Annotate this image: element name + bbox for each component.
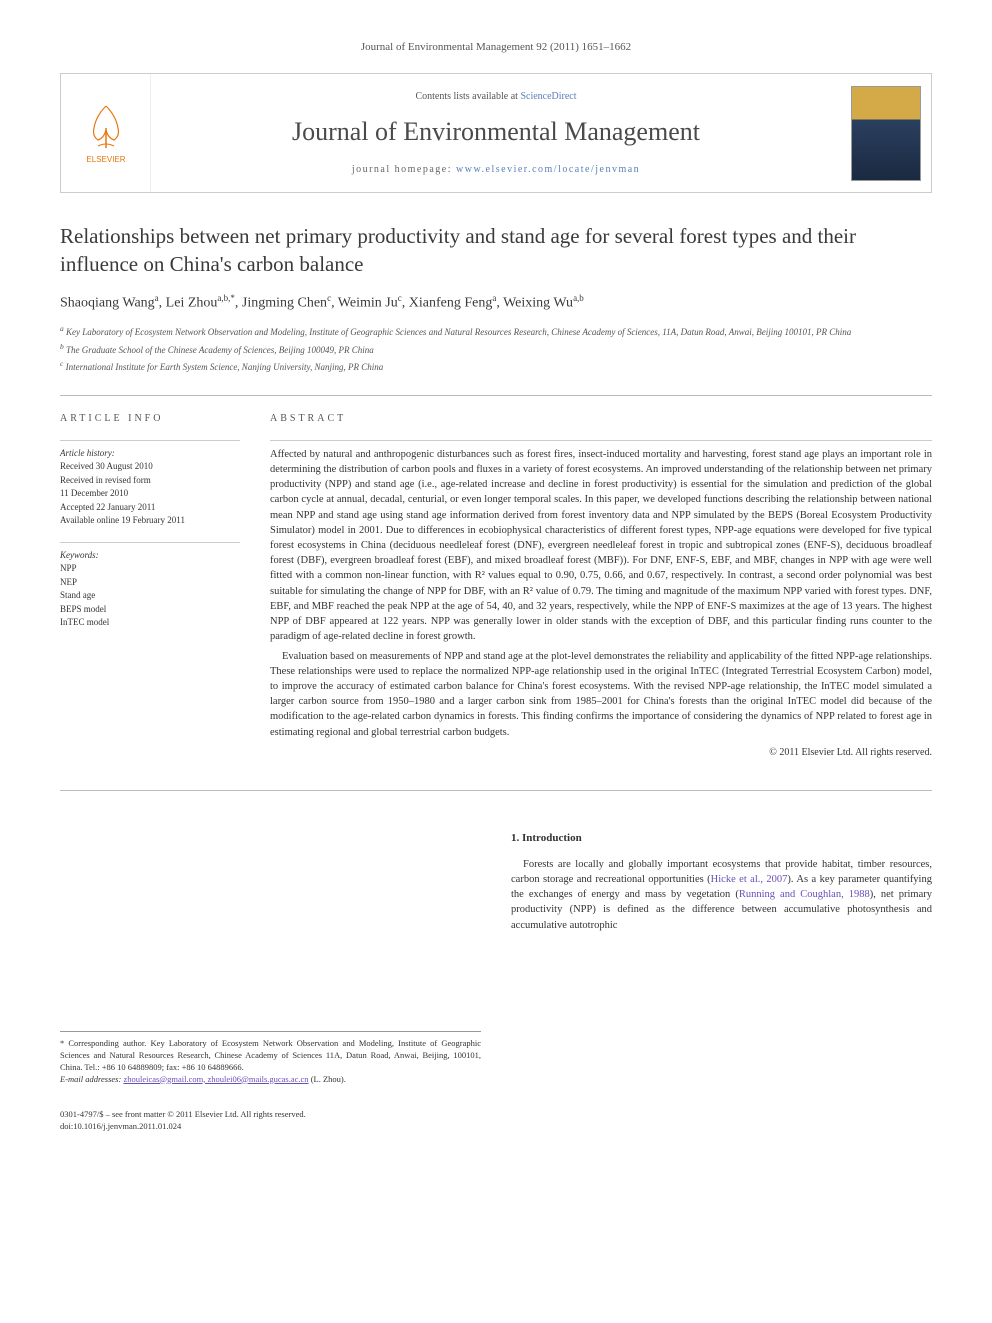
info-abstract-row: ARTICLE INFO Article history: Received 3… [60, 395, 932, 760]
two-column-body: * Corresponding author. Key Laboratory o… [60, 790, 932, 1133]
journal-name: Journal of Environmental Management [292, 114, 700, 150]
email-suffix: (L. Zhou). [311, 1074, 346, 1084]
abstract-paragraph: Evaluation based on measurements of NPP … [270, 649, 932, 740]
abstract-copyright: © 2011 Elsevier Ltd. All rights reserved… [270, 746, 932, 760]
abstract-text: Affected by natural and anthropogenic di… [270, 440, 932, 740]
front-matter-line: 0301-4797/$ – see front matter © 2011 El… [60, 1109, 481, 1121]
svg-text:ELSEVIER: ELSEVIER [86, 155, 125, 164]
homepage-link[interactable]: www.elsevier.com/locate/jenvman [456, 164, 640, 175]
intro-paragraph: Forests are locally and globally importa… [511, 857, 932, 933]
intro-heading: 1. Introduction [511, 831, 932, 847]
affiliation-line: a Key Laboratory of Ecosystem Network Ob… [60, 323, 932, 340]
history-line: 11 December 2010 [60, 487, 240, 501]
footnote-email: E-mail addresses: zhouleicas@gmail.com, … [60, 1074, 481, 1086]
corresponding-author-footnote: * Corresponding author. Key Laboratory o… [60, 1031, 481, 1086]
journal-cover-icon [851, 86, 921, 181]
keyword-line: NEP [60, 576, 240, 590]
publisher-logo-box: ELSEVIER [61, 74, 151, 192]
left-column: * Corresponding author. Key Laboratory o… [60, 831, 481, 1133]
history-line: Received in revised form [60, 474, 240, 488]
history-line: Accepted 22 January 2011 [60, 501, 240, 515]
history-line: Available online 19 February 2011 [60, 514, 240, 528]
abstract-heading: ABSTRACT [270, 412, 932, 426]
article-history-block: Article history: Received 30 August 2010… [60, 440, 240, 528]
footnote-corr: * Corresponding author. Key Laboratory o… [60, 1038, 481, 1074]
citation-running[interactable]: Running and Coughlan, 1988 [739, 889, 870, 900]
contents-prefix: Contents lists available at [415, 91, 520, 102]
sciencedirect-link[interactable]: ScienceDirect [520, 91, 576, 102]
affiliation-line: c International Institute for Earth Syst… [60, 358, 932, 375]
email-label: E-mail addresses: [60, 1074, 121, 1084]
abstract-paragraph: Affected by natural and anthropogenic di… [270, 447, 932, 645]
affiliation-line: b The Graduate School of the Chinese Aca… [60, 341, 932, 358]
doi-block: 0301-4797/$ – see front matter © 2011 El… [60, 1109, 481, 1133]
keywords-label: Keywords: [60, 549, 240, 563]
doi-line: doi:10.1016/j.jenvman.2011.01.024 [60, 1121, 481, 1133]
journal-banner: ELSEVIER Contents lists available at Sci… [60, 73, 932, 193]
cover-thumb-box [841, 74, 931, 192]
history-line: Received 30 August 2010 [60, 460, 240, 474]
homepage-line: journal homepage: www.elsevier.com/locat… [352, 163, 640, 177]
email-link[interactable]: zhouleicas@gmail.com, zhoulei06@mails.gu… [123, 1074, 308, 1084]
affiliations: a Key Laboratory of Ecosystem Network Ob… [60, 323, 932, 375]
history-label: Article history: [60, 447, 240, 461]
homepage-prefix: journal homepage: [352, 164, 456, 175]
keyword-line: InTEC model [60, 616, 240, 630]
right-column: 1. Introduction Forests are locally and … [511, 831, 932, 1133]
keyword-line: Stand age [60, 589, 240, 603]
keywords-block: Keywords: NPPNEPStand ageBEPS modelInTEC… [60, 542, 240, 630]
article-info: ARTICLE INFO Article history: Received 3… [60, 412, 240, 760]
contents-line: Contents lists available at ScienceDirec… [415, 90, 576, 104]
header-citation: Journal of Environmental Management 92 (… [60, 40, 932, 55]
author-list: Shaoqiang Wanga, Lei Zhoua,b,*, Jingming… [60, 292, 932, 313]
keyword-line: BEPS model [60, 603, 240, 617]
article-title: Relationships between net primary produc… [60, 223, 932, 278]
elsevier-tree-icon: ELSEVIER [76, 98, 136, 168]
article-info-heading: ARTICLE INFO [60, 412, 240, 426]
citation-hicke[interactable]: Hicke et al., 2007 [711, 874, 788, 885]
banner-center: Contents lists available at ScienceDirec… [151, 74, 841, 192]
keyword-line: NPP [60, 562, 240, 576]
abstract: ABSTRACT Affected by natural and anthrop… [270, 412, 932, 760]
